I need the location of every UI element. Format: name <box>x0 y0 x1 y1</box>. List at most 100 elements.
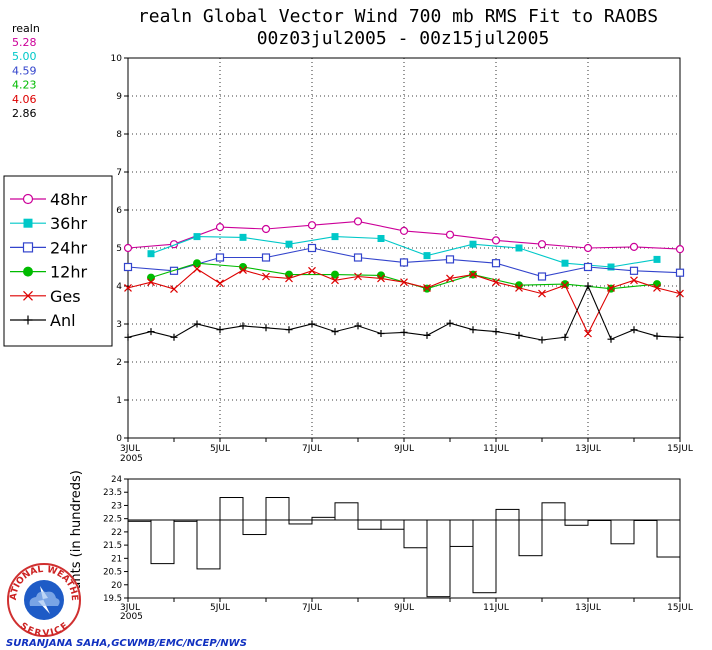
point-anl <box>446 319 454 327</box>
count-bar <box>495 508 520 521</box>
point-anl <box>239 322 247 330</box>
point-anl <box>308 320 316 328</box>
count-y-tick-label: 22 <box>111 528 122 538</box>
count-y-tick-label: 20 <box>111 581 122 591</box>
point-24hr <box>491 259 501 268</box>
point-48hr <box>307 221 317 230</box>
point-12hr <box>147 273 155 282</box>
point-ges <box>354 272 362 281</box>
count-bar <box>150 519 175 565</box>
count-x-tick-label: 15JUL <box>667 603 693 613</box>
series-line-12hr <box>150 262 658 290</box>
point-36hr <box>469 240 477 248</box>
point-anl <box>354 322 362 330</box>
y-tick-label: 4 <box>116 282 122 292</box>
point-24hr <box>675 268 685 277</box>
count-bar <box>564 519 589 526</box>
point-ges <box>492 278 500 287</box>
point-ges <box>423 283 431 292</box>
count-y-axis-label: Counts (in hundreds) <box>69 470 84 607</box>
legend-marker-24hr <box>22 242 34 253</box>
legend-marker-ges <box>23 290 33 301</box>
y-tick-label: 7 <box>116 168 122 178</box>
point-ges <box>538 289 546 298</box>
point-anl <box>423 331 431 339</box>
count-bar <box>403 519 428 549</box>
x-tick-label: 9JUL <box>394 444 414 454</box>
stats-value-24hr: 4.59 <box>12 64 37 77</box>
count-y-tick-label: 24 <box>111 475 122 485</box>
point-anl <box>676 333 684 341</box>
count-x-tick-label: 5JUL <box>210 603 230 613</box>
count-x-tick-label: 13JUL <box>575 603 601 613</box>
point-ges <box>653 283 661 292</box>
point-48hr <box>491 236 501 245</box>
count-bar <box>449 519 474 547</box>
chart-title: realn Global Vector Wind 700 mb RMS Fit … <box>138 6 658 27</box>
point-anl <box>124 333 132 341</box>
point-48hr <box>353 217 363 226</box>
point-36hr <box>423 252 431 260</box>
count-y-tick-label: 21.5 <box>103 541 122 551</box>
point-ges <box>630 276 638 285</box>
legend-marker-12hr <box>23 266 33 277</box>
y-tick-label: 2 <box>116 358 122 368</box>
y-tick-label: 3 <box>116 320 122 330</box>
count-bar <box>426 519 451 598</box>
point-12hr <box>331 270 339 279</box>
point-ges <box>216 279 224 288</box>
point-48hr <box>399 226 409 235</box>
point-anl <box>607 335 615 343</box>
point-anl <box>469 326 477 334</box>
point-anl <box>538 336 546 344</box>
point-36hr <box>377 235 385 242</box>
count-y-tick-label: 22.5 <box>103 515 122 525</box>
x-tick-sublabel: 2005 <box>120 454 143 464</box>
point-24hr <box>583 262 593 272</box>
x-tick-label: 13JUL <box>575 444 601 454</box>
point-48hr <box>261 224 271 234</box>
x-tick-label: 5JUL <box>210 444 230 454</box>
point-anl <box>147 328 155 336</box>
point-anl <box>584 282 592 290</box>
point-12hr <box>193 259 201 268</box>
point-24hr <box>537 272 547 281</box>
stats-value-36hr: 5.00 <box>12 50 37 63</box>
point-48hr <box>629 242 639 251</box>
nws-logo: NATIONAL WEATHER SERVICE <box>7 563 81 639</box>
point-ges <box>446 274 454 283</box>
count-bar <box>265 497 290 521</box>
legend-label-ges: Ges <box>50 287 81 306</box>
y-tick-label: 5 <box>116 244 122 254</box>
point-anl <box>377 330 385 337</box>
point-36hr <box>331 233 339 241</box>
stats-list: 5.285.004.59 4.234.062.86 <box>12 36 37 120</box>
count-y-tick-label: 23 <box>111 501 122 511</box>
legend-marker-36hr <box>23 218 33 228</box>
point-24hr <box>353 253 363 262</box>
point-anl <box>400 328 408 336</box>
legend: 48hr 36hr 24hr 12hr Ges Anl <box>10 190 88 330</box>
y-tick-label: 6 <box>116 206 122 216</box>
point-48hr <box>537 240 547 249</box>
point-ges <box>561 281 569 290</box>
point-36hr <box>147 250 155 258</box>
series-line-48hr <box>127 220 681 250</box>
point-ges <box>377 274 385 283</box>
count-x-tick-sublabel: 2005 <box>120 612 143 622</box>
legend-marker-anl <box>23 315 33 325</box>
x-tick-label: 7JUL <box>302 444 322 454</box>
point-ges <box>193 264 201 273</box>
count-bar <box>219 497 244 521</box>
point-36hr <box>193 233 201 241</box>
series-line-36hr <box>150 236 658 268</box>
y-tick-label: 10 <box>111 54 123 64</box>
legend-label-24hr: 24hr <box>50 238 88 257</box>
count-bar <box>196 519 221 570</box>
legend-label-12hr: 12hr <box>50 263 88 282</box>
stats-value-anl: 2.86 <box>12 107 37 120</box>
legend-marker-48hr <box>22 193 34 205</box>
legend-label-36hr: 36hr <box>50 214 88 233</box>
